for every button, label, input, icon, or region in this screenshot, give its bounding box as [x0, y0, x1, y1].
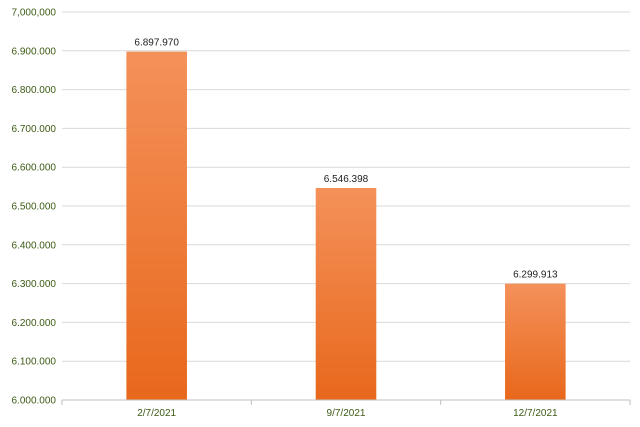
y-tick-label: 6.600.000	[12, 163, 57, 174]
y-tick-label: 6.200.000	[12, 318, 57, 329]
y-tick-label: 6.700.000	[12, 124, 57, 135]
y-tick-label: 6.900.000	[12, 46, 57, 57]
x-tick-label: 2/7/2021	[137, 408, 176, 419]
data-labels: 6.897.970 6.546.398 6.299.913	[134, 38, 558, 281]
bar	[126, 51, 187, 400]
y-tick-label: 6.100.000	[12, 357, 57, 368]
y-tick-label: 6.400.000	[12, 240, 57, 251]
x-axis-tick-labels: 2/7/2021 9/7/2021 12/7/2021	[61, 400, 631, 419]
y-tick-label: 6.800.000	[12, 85, 57, 96]
y-tick-label: 7,000,000	[12, 8, 57, 19]
bars	[126, 51, 566, 400]
bar	[505, 283, 566, 400]
x-tick-label: 12/7/2021	[513, 408, 558, 419]
y-tick-label: 6.500.000	[12, 202, 57, 213]
y-axis-tick-labels: 6.000.000 6.100.000 6.200.000 6.300.000 6.40…	[12, 8, 57, 407]
y-tick-label: 6.000.000	[12, 396, 57, 407]
bar-value-label: 6.546.398	[324, 174, 369, 185]
bar-value-label: 6.897.970	[134, 38, 179, 49]
bar-value-label: 6.299.913	[513, 270, 558, 281]
x-tick-label: 9/7/2021	[327, 408, 366, 419]
bar	[315, 187, 377, 400]
y-tick-label: 6.300.000	[12, 279, 57, 290]
